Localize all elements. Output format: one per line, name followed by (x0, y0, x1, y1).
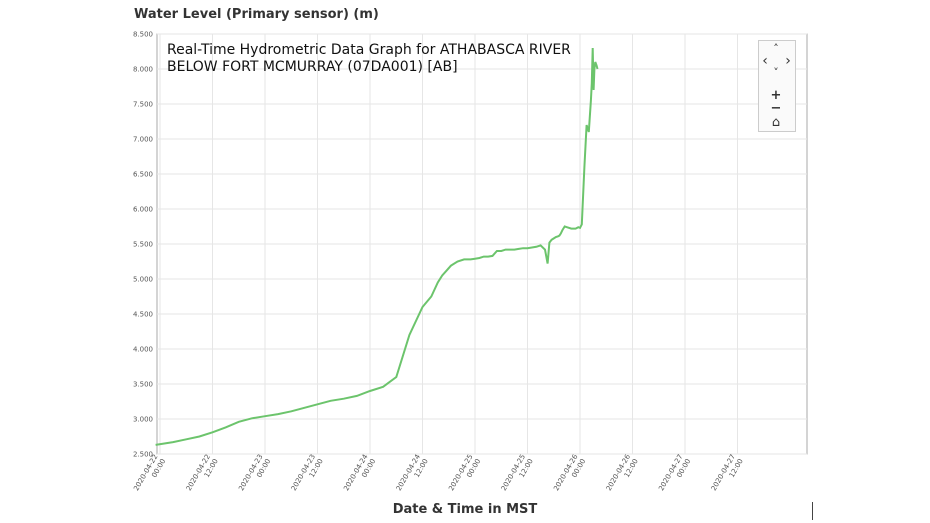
chart-title-line-1: Real-Time Hydrometric Data Graph for ATH… (167, 42, 571, 58)
pan-left-icon[interactable]: ‹ (762, 53, 768, 69)
zoom-out-icon[interactable]: − (770, 101, 782, 116)
y-tick-label: 4.000 (133, 346, 153, 354)
x-axis-title: Date & Time in MST (392, 502, 538, 517)
y-tick-label: 3.000 (133, 416, 153, 424)
grid (157, 33, 807, 455)
home-icon[interactable]: ⌂ (771, 115, 781, 130)
y-tick-label: 8.000 (133, 66, 153, 74)
y-tick-labels: 2.500 3.000 3.500 4.000 4.500 5.000 5.500 6.000… (133, 31, 153, 459)
pan-up-icon[interactable]: ˄ (773, 42, 779, 55)
y-tick-label: 5.000 (133, 276, 153, 284)
y-tick-label: 6.000 (133, 206, 153, 214)
y-tick-label: 3.500 (133, 381, 153, 389)
navigation-controls (758, 40, 796, 132)
y-tick-label: 4.500 (133, 311, 153, 319)
y-tick-label: 7.500 (133, 101, 153, 109)
y-tick-label: 2.500 (133, 451, 153, 459)
y-tick-label: 8.500 (133, 31, 153, 39)
pan-right-icon[interactable]: › (785, 53, 791, 69)
chart-title-line-2: BELOW FORT MCMURRAY (07DA001) [AB] (167, 59, 458, 75)
water-level-series (155, 47, 599, 446)
y-tick-label: 7.000 (133, 136, 153, 144)
y-tick-label: 5.500 (133, 241, 153, 249)
pan-down-icon[interactable]: ˅ (773, 66, 779, 79)
y-axis-title: Water Level (Primary sensor) (m) (134, 7, 379, 22)
zoom-in-icon[interactable]: + (770, 88, 782, 103)
y-tick-label: 6.500 (133, 171, 153, 179)
divider (812, 502, 813, 520)
